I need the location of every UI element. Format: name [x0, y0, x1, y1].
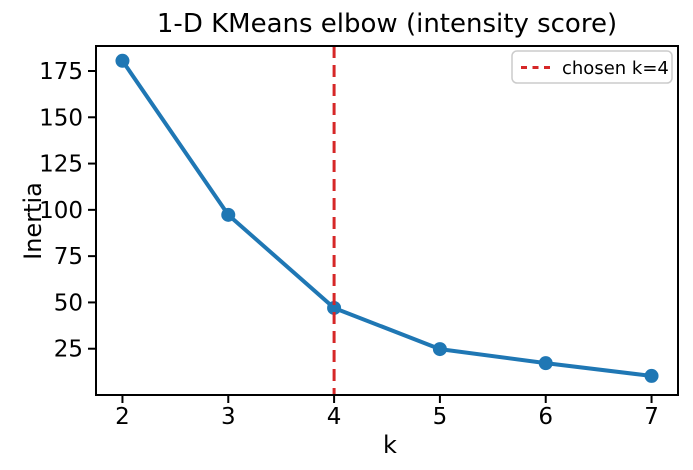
x-tick-label: 6 [538, 404, 553, 430]
data-point-marker [538, 356, 553, 371]
data-point-marker [221, 207, 236, 222]
data-point-marker [327, 300, 342, 315]
x-tick-label: 5 [433, 404, 448, 430]
y-tick-label: 25 [54, 337, 83, 363]
plot-area [96, 46, 678, 395]
y-tick-label: 125 [39, 152, 83, 178]
y-tick-label: 50 [54, 290, 83, 316]
y-axis-ticks: 25 50 75 100 125 150 175 [39, 59, 96, 363]
x-tick-label: 7 [644, 404, 659, 430]
y-tick-label: 175 [39, 59, 83, 85]
x-tick-label: 3 [221, 404, 236, 430]
x-axis-label: k [383, 431, 397, 459]
data-point-marker [115, 53, 130, 68]
inertia-line [120, 58, 654, 378]
chart-title: 1-D KMeans elbow (intensity score) [157, 9, 617, 39]
inertia-series [115, 53, 659, 383]
x-tick-label: 2 [115, 404, 130, 430]
legend-label: chosen k=4 [562, 58, 669, 79]
y-axis-label: Inertia [19, 182, 47, 260]
data-point-marker [432, 342, 447, 357]
x-axis-ticks: 2 3 4 5 6 7 [115, 395, 659, 430]
y-tick-label: 100 [39, 198, 83, 224]
axes-spines [95, 45, 679, 396]
y-tick-label: 150 [39, 105, 83, 131]
x-tick-label: 4 [327, 404, 342, 430]
y-tick-label: 75 [54, 244, 83, 270]
legend-box [511, 50, 673, 84]
legend: chosen k=4 [511, 50, 673, 84]
data-point-marker [644, 368, 659, 383]
